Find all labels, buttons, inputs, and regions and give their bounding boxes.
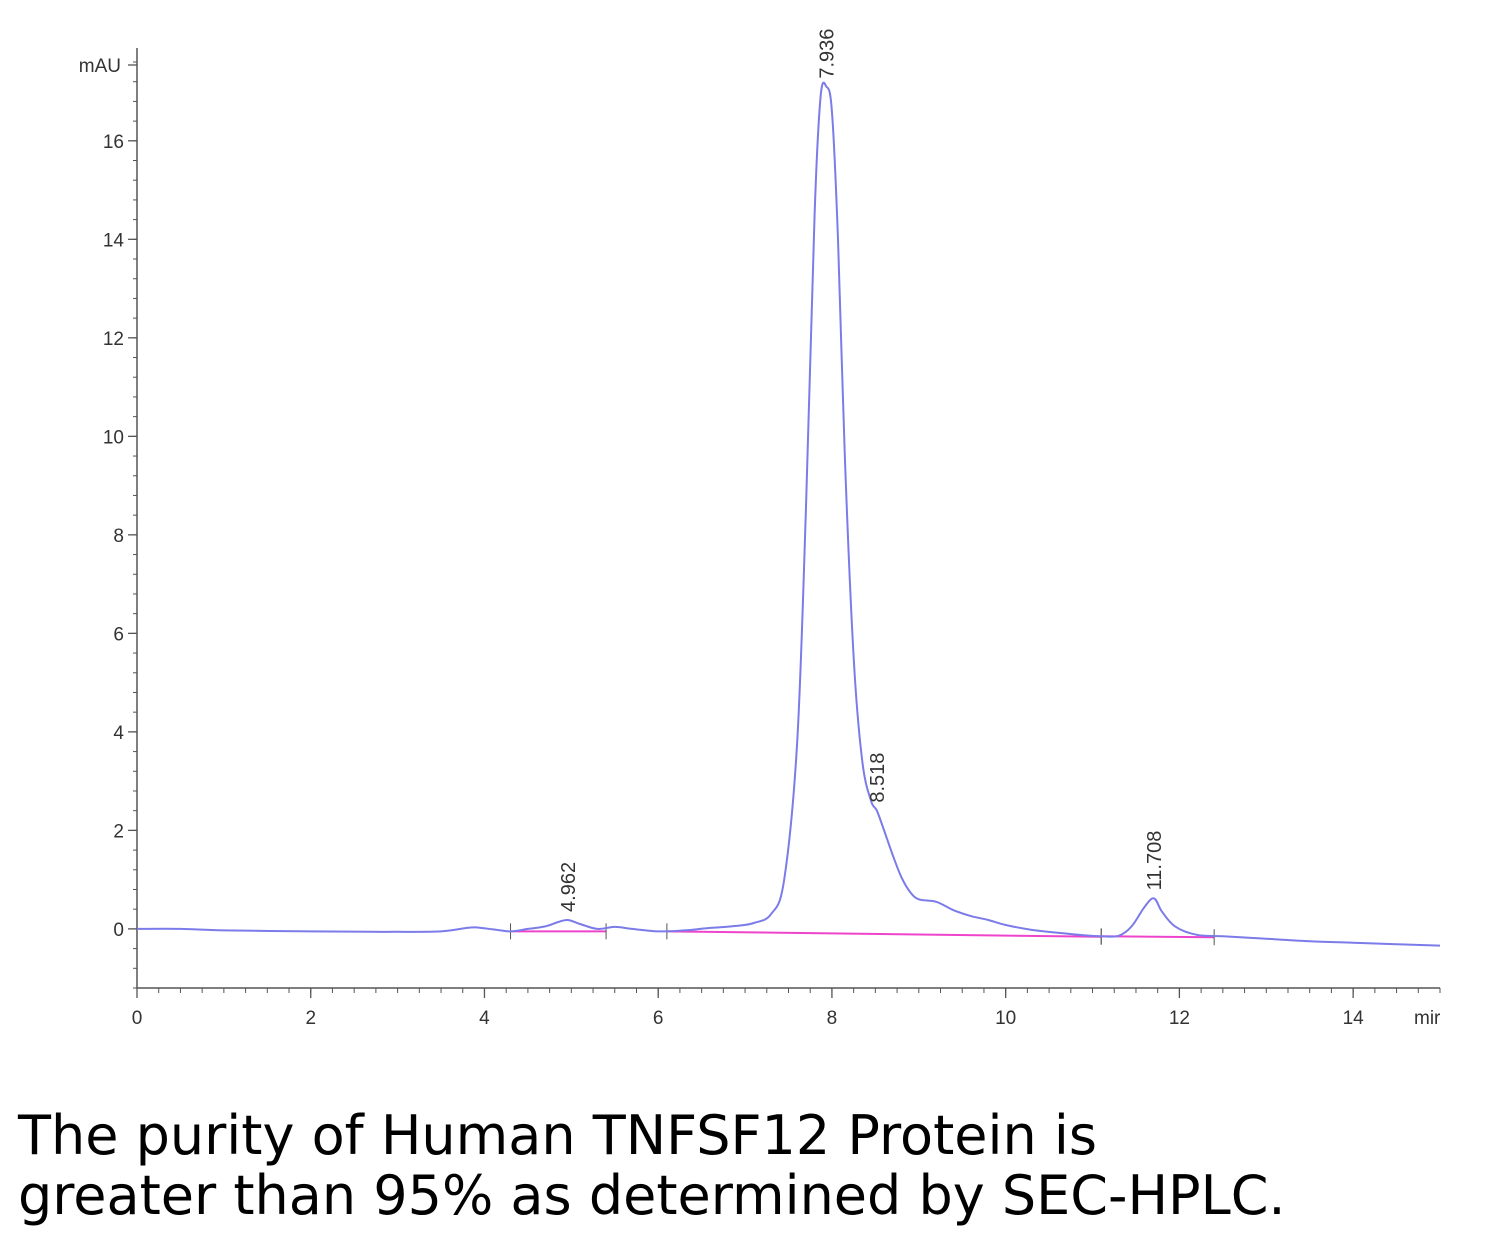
- peak-label: 11.708: [1144, 831, 1166, 891]
- peak-label: 8.518: [867, 753, 889, 803]
- chromatogram-chart: 0 2 4 6 8 10 12 14 16 mAU 0 2 4 6 8 10 12 14 mir 4.962 7.93…: [79, 29, 1441, 1029]
- caption-line-1: The purity of Human TNFSF12 Protein is: [18, 1104, 1098, 1167]
- y-tick-label: 0: [113, 920, 124, 941]
- x-tick-label: 12: [1169, 1008, 1190, 1029]
- y-tick-label: 12: [103, 329, 124, 350]
- y-tick-label: 8: [113, 526, 124, 547]
- trace-layer: [136, 81, 1441, 947]
- x-axis-unit-label: mir: [1414, 1008, 1441, 1029]
- axes-layer: 0 2 4 6 8 10 12 14 16 mAU 0 2 4 6 8 10 12 14 mir: [79, 48, 1441, 1029]
- y-tick-label: 2: [113, 821, 124, 842]
- y-tick-label: 10: [103, 427, 124, 448]
- chromatogram-svg: 0 2 4 6 8 10 12 14 16 mAU 0 2 4 6 8 10 12 14 mir 4.962 7.93…: [79, 29, 1441, 1029]
- x-tick-label: 4: [479, 1008, 490, 1029]
- y-tick-label: 4: [113, 723, 124, 744]
- integration-baseline: [1101, 935, 1215, 939]
- y-tick-label: 14: [103, 230, 125, 251]
- peak-label: 7.936: [816, 29, 838, 79]
- integration-baseline: [666, 930, 1102, 938]
- chromatogram-trace: [136, 81, 1441, 947]
- label-layer: 4.962 7.936 8.518 11.708: [558, 29, 1166, 912]
- caption-line-2: greater than 95% as determined by SEC-HP…: [18, 1164, 1286, 1227]
- x-tick-label: 6: [653, 1008, 664, 1029]
- x-tick-label: 2: [305, 1008, 316, 1029]
- y-tick-label: 6: [113, 624, 124, 645]
- x-tick-label: 8: [827, 1008, 838, 1029]
- y-tick-label: 16: [103, 132, 124, 153]
- x-tick-label: 10: [995, 1008, 1016, 1029]
- x-tick-label: 0: [132, 1008, 143, 1029]
- y-axis-unit-label: mAU: [79, 56, 121, 77]
- x-tick-label: 14: [1343, 1008, 1365, 1029]
- caption: The purity of Human TNFSF12 Protein is g…: [18, 1106, 1478, 1226]
- peak-label: 4.962: [558, 862, 580, 912]
- baseline-layer: [510, 923, 1215, 946]
